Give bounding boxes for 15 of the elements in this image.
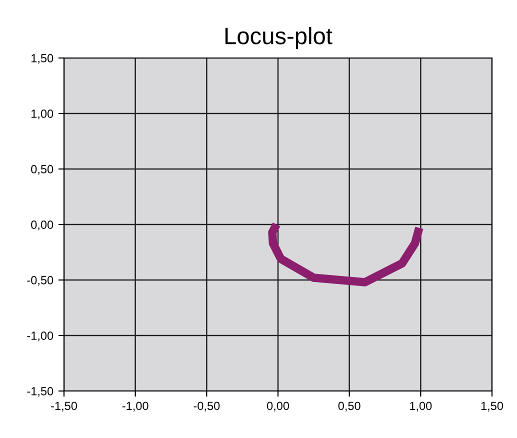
y-tick-label: 0,00 [31,220,54,230]
x-tick-label: 0,50 [338,402,360,412]
y-tick-label: -0,50 [27,276,54,286]
y-tick-label: 1,50 [32,54,54,64]
x-tick-label: -1,00 [122,402,148,412]
x-tick-label: -0,50 [194,402,220,412]
x-tick-label: 1,50 [481,402,504,412]
y-tick-label: 0,50 [31,165,54,175]
x-tick-label: 1,00 [410,402,432,412]
chart-title: Locus-plot [225,27,332,50]
x-tick-label: 0,00 [266,402,290,412]
y-tick-label: -1,50 [27,387,54,397]
y-tick-label: -1,00 [27,332,54,342]
x-tick-label: -1,50 [51,402,77,412]
y-tick-label: 1,00 [32,110,54,120]
